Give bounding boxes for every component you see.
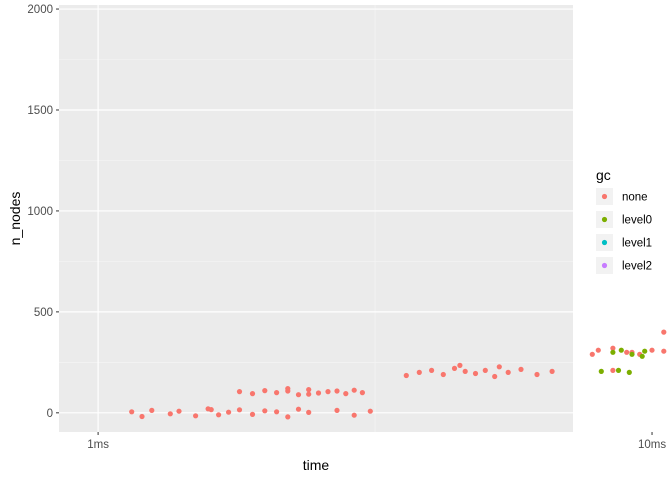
x-axis-title: time [303, 457, 330, 473]
data-point-none [249, 391, 256, 397]
data-point-level0 [615, 367, 622, 373]
legend-swatch-level1 [601, 239, 608, 246]
plot-panel [59, 5, 573, 432]
data-point-none [351, 412, 357, 418]
y-axis: 0 500 1000 1500 2000 [27, 4, 59, 420]
data-point-none [610, 345, 616, 351]
data-point-level0 [639, 353, 645, 359]
data-point-none [661, 329, 667, 335]
data-point-none [610, 367, 616, 373]
legend-label-level1: level1 [622, 238, 652, 250]
x-tick-label: 10ms [638, 439, 666, 451]
data-point-none [306, 391, 312, 397]
grid-major [59, 5, 653, 432]
data-point-none [295, 406, 302, 412]
data-point-none [440, 371, 446, 378]
data-point-none [129, 409, 135, 415]
data-point-none [274, 409, 280, 415]
data-point-none [457, 362, 463, 368]
x-tick-label: 1ms [87, 439, 109, 451]
y-tick-label: 0 [47, 408, 53, 420]
data-point-level0 [598, 368, 604, 374]
y-tick-label: 1000 [27, 206, 53, 218]
data-point-none [274, 390, 280, 396]
legend-title: gc [596, 167, 611, 183]
data-point-none [462, 368, 468, 374]
data-point-none [167, 411, 173, 417]
data-point-none [534, 371, 540, 378]
data-points [129, 329, 667, 420]
legend: gc none level0 level1 level2 [596, 167, 652, 274]
data-point-none [334, 407, 340, 413]
data-point-none [226, 409, 232, 415]
data-point-none [236, 407, 243, 413]
data-point-level0 [626, 369, 632, 375]
data-point-none [359, 390, 365, 396]
data-point-none [306, 409, 312, 415]
data-point-none [472, 370, 479, 377]
data-point-none [549, 368, 555, 374]
data-point-none [262, 388, 268, 394]
legend-swatch-level0 [601, 216, 608, 223]
data-point-none [285, 388, 291, 394]
y-tick-label: 500 [34, 307, 53, 319]
data-point-none [176, 408, 182, 414]
data-point-none [295, 392, 302, 398]
data-point-none [429, 367, 435, 373]
legend-label-level0: level0 [622, 215, 652, 227]
legend-items: none level0 level1 level2 [596, 188, 652, 274]
data-point-none [416, 369, 422, 375]
legend-swatch-level2 [601, 262, 608, 269]
data-point-none [193, 413, 199, 419]
data-point-none [285, 414, 291, 420]
data-point-none [496, 364, 502, 370]
data-point-none [505, 369, 511, 375]
legend-label-level2: level2 [622, 261, 652, 273]
data-point-none [325, 389, 331, 395]
data-point-none [343, 391, 349, 397]
data-point-none [306, 387, 312, 393]
data-point-level0 [642, 348, 648, 354]
data-point-none [149, 407, 155, 413]
x-axis: 1ms10ms100ms [87, 432, 666, 451]
data-point-none [315, 390, 322, 396]
data-point-none [624, 349, 630, 355]
data-point-level0 [629, 351, 635, 357]
data-point-none [482, 367, 488, 373]
data-point-none [649, 347, 655, 353]
y-tick-label: 2000 [27, 4, 53, 16]
data-point-none [589, 351, 595, 357]
data-point-level0 [610, 349, 616, 355]
grid-minor [59, 5, 573, 432]
data-point-level0 [618, 347, 624, 353]
data-point-none [367, 408, 373, 414]
data-point-none [262, 408, 268, 414]
data-point-none [661, 348, 667, 354]
y-tick-label: 1500 [27, 105, 53, 117]
data-point-none [351, 387, 357, 393]
data-point-none [208, 407, 214, 413]
data-point-none [334, 388, 340, 394]
data-point-none [216, 412, 222, 418]
data-point-none [139, 413, 145, 420]
data-point-none [595, 347, 601, 353]
data-point-none [451, 365, 458, 371]
data-point-none [518, 366, 524, 372]
y-axis-title: n_nodes [7, 192, 23, 246]
data-point-none [403, 372, 409, 379]
legend-swatch-none [601, 193, 608, 200]
data-point-none [249, 411, 256, 417]
data-point-none [236, 389, 243, 395]
data-point-none [492, 373, 498, 380]
legend-label-none: none [622, 192, 648, 204]
